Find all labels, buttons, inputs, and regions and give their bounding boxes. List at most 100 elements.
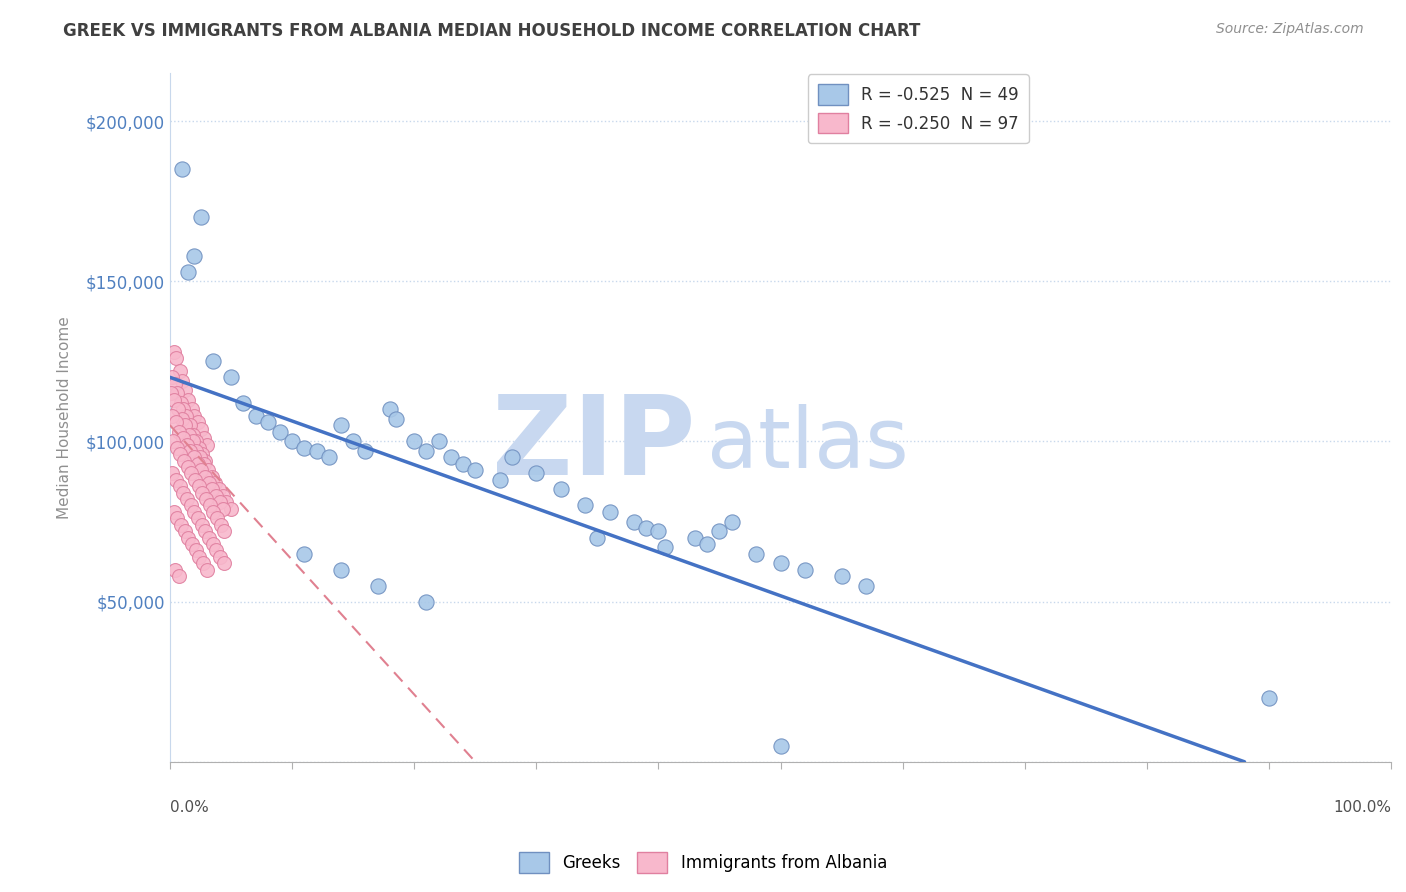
Point (440, 450, 463, 465)
Point (169, 364, 191, 378)
Point (166, 441, 188, 455)
Point (194, 453, 217, 467)
Point (696, 537, 718, 551)
Point (204, 476, 226, 491)
Point (162, 434, 184, 449)
Point (191, 517, 214, 532)
Point (256, 415, 278, 429)
Point (180, 499, 202, 513)
Point (201, 537, 224, 551)
Point (172, 431, 194, 445)
Point (214, 524, 236, 538)
Point (330, 563, 353, 577)
Point (173, 402, 195, 417)
Point (162, 467, 184, 481)
Point (188, 450, 211, 465)
Point (186, 457, 208, 471)
Point (427, 434, 450, 449)
Text: 0.0%: 0.0% (170, 799, 209, 814)
Point (330, 418, 353, 433)
Point (647, 524, 669, 538)
Point (174, 409, 197, 423)
Point (191, 485, 214, 500)
Point (198, 531, 221, 545)
Point (162, 370, 184, 384)
Point (176, 492, 198, 507)
Point (177, 428, 200, 442)
Legend: Greeks, Immigrants from Albania: Greeks, Immigrants from Albania (512, 846, 894, 880)
Point (404, 434, 426, 449)
Point (232, 396, 254, 410)
Point (191, 447, 214, 461)
Point (172, 162, 194, 177)
Point (163, 505, 186, 519)
Point (342, 434, 364, 449)
Point (245, 409, 267, 423)
Point (173, 485, 195, 500)
Point (205, 511, 228, 525)
Point (163, 376, 186, 391)
Point (574, 499, 596, 513)
Point (183, 450, 205, 465)
Point (188, 549, 211, 564)
Point (187, 511, 209, 525)
Point (193, 457, 215, 471)
Point (166, 386, 188, 401)
Point (187, 415, 209, 429)
Point (201, 354, 224, 368)
Point (165, 415, 187, 429)
Point (181, 402, 204, 417)
Point (1257, 690, 1279, 705)
Point (173, 524, 195, 538)
Point (208, 483, 231, 497)
Point (205, 543, 228, 558)
Point (184, 473, 207, 487)
Point (201, 483, 224, 497)
Point (855, 578, 877, 592)
Point (415, 444, 437, 458)
Point (212, 501, 235, 516)
Point (174, 418, 197, 433)
Point (211, 489, 233, 503)
Legend: R = -0.525  N = 49, R = -0.250  N = 97: R = -0.525 N = 49, R = -0.250 N = 97 (807, 74, 1029, 144)
Text: 100.0%: 100.0% (1333, 799, 1391, 814)
Point (160, 409, 183, 423)
Point (163, 563, 186, 577)
Point (202, 505, 225, 519)
Point (179, 444, 201, 458)
Point (209, 517, 232, 532)
Point (169, 479, 191, 493)
Point (163, 392, 186, 407)
Point (181, 434, 204, 449)
Point (188, 441, 211, 455)
Point (173, 383, 195, 397)
Point (769, 556, 792, 570)
Y-axis label: Median Household Income: Median Household Income (58, 316, 72, 519)
Point (219, 370, 242, 384)
Point (163, 344, 186, 359)
Point (167, 425, 190, 439)
Point (586, 531, 609, 545)
Point (623, 515, 645, 529)
Point (195, 492, 218, 507)
Point (305, 444, 328, 458)
Point (179, 418, 201, 433)
Point (794, 563, 817, 577)
Point (769, 739, 792, 753)
Point (165, 351, 187, 365)
Point (177, 264, 200, 278)
Point (177, 531, 200, 545)
Point (197, 463, 219, 477)
Text: atlas: atlas (707, 404, 910, 485)
Point (187, 479, 209, 493)
Point (169, 447, 191, 461)
Point (160, 386, 183, 401)
Point (167, 569, 190, 583)
Text: GREEK VS IMMIGRANTS FROM ALBANIA MEDIAN HOUSEHOLD INCOME CORRELATION CHART: GREEK VS IMMIGRANTS FROM ALBANIA MEDIAN … (63, 22, 921, 40)
Point (183, 409, 205, 423)
Text: Source: ZipAtlas.com: Source: ZipAtlas.com (1216, 22, 1364, 37)
Point (720, 515, 742, 529)
Point (177, 460, 200, 475)
Point (354, 444, 377, 458)
Point (683, 531, 706, 545)
